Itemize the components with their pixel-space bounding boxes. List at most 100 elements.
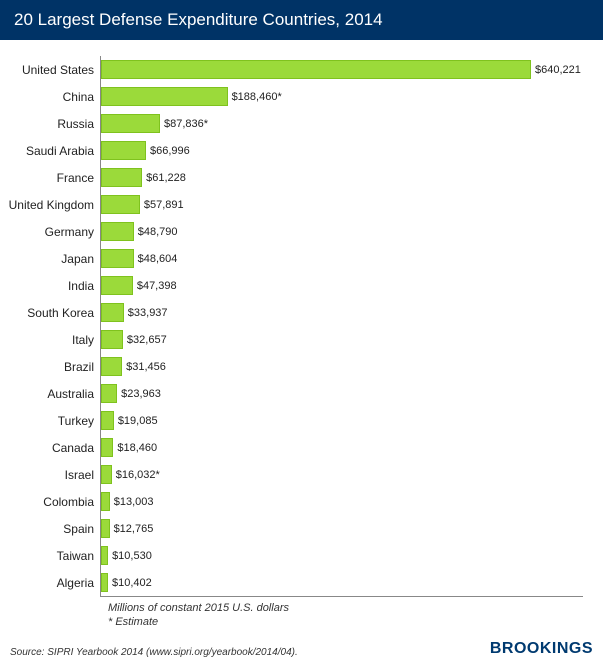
bar [101,168,142,187]
value-label: $48,790 [134,226,178,238]
country-label: South Korea [8,306,100,320]
footnote-line: * Estimate [108,615,583,629]
brookings-logo: BROOKINGS [490,640,593,658]
bar-zone: $61,228 [100,164,583,191]
bar-row: Colombia$13,003 [8,488,583,515]
country-label: Turkey [8,414,100,428]
bar-row: Algeria $10,402 [8,569,583,596]
bar-zone: $33,937 [100,299,583,326]
bar-zone: $12,765 [100,515,583,542]
country-label: Saudi Arabia [8,144,100,158]
bar-zone: $48,790 [100,218,583,245]
country-label: Taiwan [8,549,100,563]
bar-zone: $10,530 [100,542,583,569]
chart-title: 20 Largest Defense Expenditure Countries… [14,10,383,29]
value-label: $61,228 [142,172,186,184]
bar [101,357,122,376]
bar-zone: $48,604 [100,245,583,272]
bar [101,330,123,349]
value-label: $12,765 [110,523,154,535]
footnote: Millions of constant 2015 U.S. dollars* … [108,601,583,630]
country-label: Israel [8,468,100,482]
bar-row: Turkey$19,085 [8,407,583,434]
country-label: United States [8,63,100,77]
bar [101,546,108,565]
bar-row: Australia$23,963 [8,380,583,407]
value-label: $48,604 [134,253,178,265]
bar-zone: $10,402 [100,569,583,596]
value-label: $31,456 [122,361,166,373]
bar-row: Brazil $31,456 [8,353,583,380]
country-label: Japan [8,252,100,266]
bar-row: China $188,460* [8,83,583,110]
bar [101,60,531,79]
bar [101,519,110,538]
bar [101,195,140,214]
value-label: $10,530 [108,550,152,562]
bar-row: United States $640,221 [8,56,583,83]
bar-zone: $18,460 [100,434,583,461]
value-label: $188,460* [228,91,282,103]
bar [101,573,108,592]
bar-row: India $47,398 [8,272,583,299]
bar-zone: $13,003 [100,488,583,515]
bar [101,276,133,295]
bar [101,303,124,322]
bar-zone: $87,836* [100,110,583,137]
bar [101,141,146,160]
country-label: Italy [8,333,100,347]
bar-row: South Korea $33,937 [8,299,583,326]
value-label: $66,996 [146,145,190,157]
chart-area: United States $640,221 China $188,460* Russi… [0,40,603,634]
country-label: France [8,171,100,185]
bar [101,465,112,484]
bar-row: Taiwan $10,530 [8,542,583,569]
source-text: Source: SIPRI Yearbook 2014 (www.sipri.o… [10,647,298,658]
bar-row: Russia $87,836* [8,110,583,137]
bar [101,411,114,430]
bar-zone: $32,657 [100,326,583,353]
bar-row: United Kingdom$57,891 [8,191,583,218]
bar-row: Israel $16,032* [8,461,583,488]
bar-zone: $19,085 [100,407,583,434]
bar [101,249,134,268]
country-label: Spain [8,522,100,536]
country-label: China [8,90,100,104]
country-label: India [8,279,100,293]
footnote-line: Millions of constant 2015 U.S. dollars [108,601,583,615]
bar-zone: $640,221 [100,56,583,83]
bar [101,87,228,106]
bar-row: Japan $48,604 [8,245,583,272]
bar-row: Spain $12,765 [8,515,583,542]
country-label: Canada [8,441,100,455]
bar-zone: $57,891 [100,191,583,218]
bar-row: Saudi Arabia $66,996 [8,137,583,164]
country-label: Algeria [8,576,100,590]
country-label: United Kingdom [8,198,100,212]
country-label: Brazil [8,360,100,374]
chart-title-bar: 20 Largest Defense Expenditure Countries… [0,0,603,40]
bar-zone: $47,398 [100,272,583,299]
value-label: $32,657 [123,334,167,346]
bar-zone: $23,963 [100,380,583,407]
value-label: $23,963 [117,388,161,400]
value-label: $10,402 [108,577,152,589]
bar-zone: $188,460* [100,83,583,110]
bar [101,222,134,241]
bar-zone: $66,996 [100,137,583,164]
bar [101,384,117,403]
bar [101,114,160,133]
value-label: $87,836* [160,118,208,130]
value-label: $640,221 [531,64,581,76]
bar-zone: $16,032* [100,461,583,488]
country-label: Colombia [8,495,100,509]
value-label: $16,032* [112,469,160,481]
value-label: $33,937 [124,307,168,319]
bar-row: France $61,228 [8,164,583,191]
bar [101,438,113,457]
country-label: Germany [8,225,100,239]
country-label: Russia [8,117,100,131]
bar-row: Italy $32,657 [8,326,583,353]
value-label: $47,398 [133,280,177,292]
value-label: $18,460 [113,442,157,454]
